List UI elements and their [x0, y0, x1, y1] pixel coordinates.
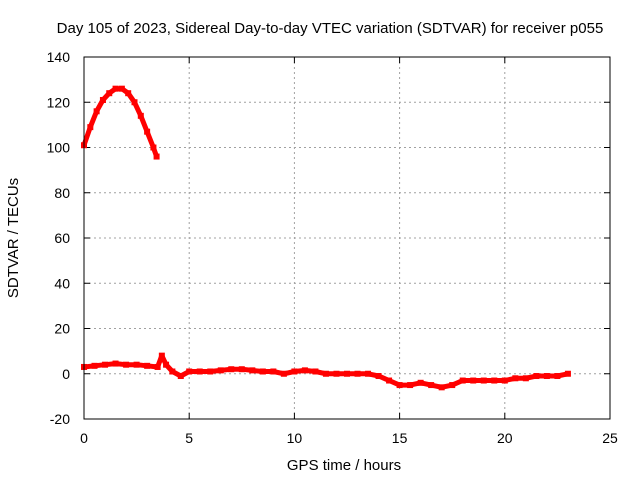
data-point	[459, 377, 466, 384]
data-point	[322, 370, 329, 377]
data-point	[133, 361, 140, 368]
data-point	[137, 112, 144, 119]
data-point	[428, 382, 435, 389]
data-point	[543, 373, 550, 380]
data-point	[87, 124, 94, 131]
data-point	[270, 368, 277, 375]
y-tick-label: 140	[47, 49, 71, 65]
data-point	[365, 370, 372, 377]
data-point	[480, 377, 487, 384]
series-line-1	[81, 86, 159, 158]
data-point	[207, 368, 214, 375]
y-tick-label: 80	[54, 185, 70, 201]
y-tick-label: 120	[47, 94, 71, 110]
data-point	[312, 368, 319, 375]
data-point	[564, 370, 571, 377]
x-tick-label: 0	[80, 430, 88, 446]
grid-lines	[84, 57, 610, 419]
data-point	[375, 373, 382, 380]
data-point	[259, 368, 266, 375]
data-point	[125, 90, 132, 97]
plot-frame	[83, 56, 611, 420]
x-tick-label: 10	[287, 430, 303, 446]
data-point	[118, 85, 125, 92]
x-tick-label: 20	[497, 430, 513, 446]
data-point	[438, 384, 445, 391]
data-point	[169, 368, 176, 375]
y-tick-label: -20	[50, 411, 70, 427]
data-point	[154, 363, 161, 370]
data-point	[522, 375, 529, 382]
y-tick-label: 100	[47, 140, 71, 156]
data-point	[449, 382, 456, 389]
data-point	[153, 153, 160, 160]
data-point	[99, 96, 106, 103]
data-point	[144, 362, 151, 369]
tick-marks	[83, 56, 611, 420]
data-point	[301, 367, 308, 374]
y-axis-title: SDTVAR / TECUs	[5, 178, 22, 298]
data-point	[280, 370, 287, 377]
data-point	[131, 99, 138, 106]
data-point	[91, 362, 98, 369]
data-point	[217, 367, 224, 374]
data-point	[196, 368, 203, 375]
data-point	[501, 377, 508, 384]
data-point	[407, 382, 414, 389]
y-tick-label: 20	[54, 321, 70, 337]
y-tick-label: 60	[54, 230, 70, 246]
y-tick-label: 40	[54, 275, 70, 291]
data-point	[396, 382, 403, 389]
data-point	[163, 361, 170, 368]
data-point	[102, 361, 109, 368]
x-tick-label: 5	[185, 430, 193, 446]
chart-title: Day 105 of 2023, Sidereal Day-to-day VTE…	[57, 20, 604, 37]
data-point	[491, 377, 498, 384]
x-tick-label: 25	[602, 430, 618, 446]
data-point	[186, 368, 193, 375]
data-point	[354, 370, 361, 377]
data-point	[150, 144, 157, 151]
data-point	[344, 370, 350, 377]
data-point	[333, 370, 340, 377]
data-point	[291, 368, 298, 375]
series-layer	[81, 85, 571, 391]
data-point	[249, 367, 256, 374]
data-point	[417, 379, 424, 386]
x-tick-label: 15	[392, 430, 408, 446]
data-point	[144, 128, 151, 135]
data-point	[112, 85, 119, 92]
data-point	[554, 373, 561, 380]
data-point	[238, 366, 245, 373]
data-point	[512, 375, 519, 382]
data-point	[112, 360, 119, 367]
data-point	[228, 366, 235, 373]
data-point	[93, 108, 100, 115]
y-tick-label: 0	[62, 366, 70, 382]
y-tick-labels: -20 0 20 40 60 80 100 120 140	[47, 49, 71, 427]
data-point	[106, 90, 113, 97]
data-point	[470, 377, 477, 384]
data-point	[158, 352, 165, 359]
x-axis-title: GPS time / hours	[287, 457, 401, 474]
data-point	[123, 361, 130, 368]
data-point	[177, 373, 184, 380]
data-point	[533, 373, 540, 380]
data-point	[386, 377, 393, 384]
x-tick-labels: 0 5 10 15 20 25	[80, 430, 618, 446]
